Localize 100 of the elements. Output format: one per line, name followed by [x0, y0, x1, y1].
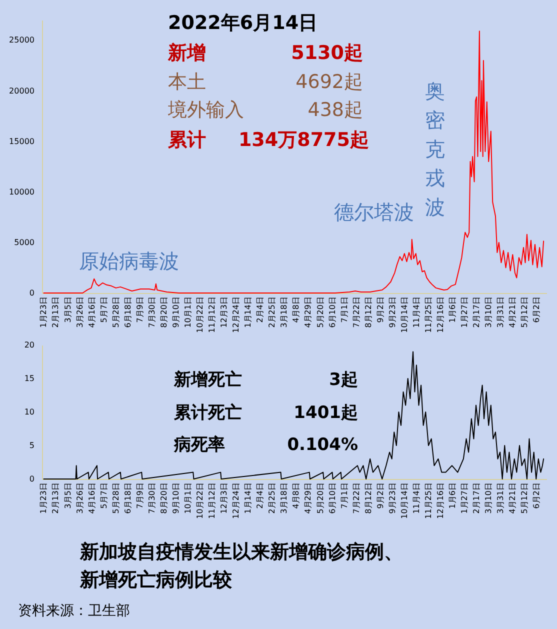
x-tick-label: 11月4日	[412, 482, 421, 514]
annotation: 新增死亡	[173, 370, 242, 390]
text: 资料来源：卫生部	[18, 603, 130, 619]
x-tick-label: 10月14日	[400, 296, 409, 333]
x-tick-label: 10月1日	[184, 482, 193, 514]
x-tick-label: 1月23日	[39, 296, 48, 328]
x-tick-label: 5月12日	[520, 296, 530, 328]
x-tick-label: 3月26日	[75, 296, 84, 328]
x-tick-label: 4月16日	[87, 482, 96, 514]
x-tick-label: 6月10日	[328, 296, 337, 328]
x-tick-label: 2月4日	[256, 296, 265, 323]
x-tick-label: 1月14日	[244, 482, 253, 514]
x-tick-label: 2月4日	[256, 482, 265, 509]
annotation: 3起	[329, 370, 358, 390]
annotation: 本土	[168, 71, 206, 93]
x-tick-label: 7月1日	[340, 296, 349, 323]
x-tick-label: 6月2日	[532, 482, 542, 509]
x-tick-label: 6月18日	[123, 296, 132, 328]
x-tick-label: 3月5日	[63, 482, 72, 509]
x-tick-label: 3月26日	[75, 482, 84, 514]
x-tick-label: 12月16日	[436, 296, 446, 333]
x-tick-label: 9月23日	[388, 482, 397, 514]
x-tick-label: 8月20日	[159, 296, 168, 328]
x-tick-label: 4月21日	[508, 296, 518, 328]
x-tick-label: 2月13日	[51, 296, 60, 328]
x-tick-label: 1月14日	[244, 296, 253, 328]
x-tick-label: 4月8日	[292, 296, 301, 323]
x-tick-label: 7月30日	[147, 296, 156, 328]
x-tick-label: 7月22日	[352, 482, 361, 514]
x-tick-label: 5月28日	[111, 482, 120, 514]
annotation: 2022年6月14日	[168, 12, 318, 34]
annotation: 境外输入	[167, 99, 244, 121]
annotation: 累计死亡	[173, 403, 242, 423]
annotation: 0.104%	[287, 435, 358, 455]
x-tick-label: 5月7日	[99, 482, 108, 509]
x-tick-label: 10月22日	[196, 482, 205, 519]
x-tick-label: 12月16日	[436, 482, 446, 519]
x-tick-label: 10月22日	[196, 296, 205, 333]
x-tick-label: 5月12日	[520, 482, 530, 514]
x-tick-label: 7月30日	[147, 482, 156, 514]
x-tick-label: 3月31日	[496, 296, 506, 328]
x-tick-label: 9月2日	[376, 296, 385, 323]
annotation: 5130起	[291, 42, 363, 64]
x-tick-label: 7月9日	[135, 296, 144, 323]
line-series	[43, 30, 544, 294]
x-tick-label: 6月18日	[123, 482, 132, 514]
x-tick-label: 7月1日	[340, 482, 349, 509]
y-tick-label: 0	[29, 474, 34, 484]
x-tick-label: 8月12日	[364, 296, 373, 328]
annotation: 1401起	[294, 403, 358, 423]
y-tick-label: 20	[24, 340, 34, 350]
x-tick-label: 12月3日	[220, 482, 229, 514]
x-tick-label: 3月5日	[63, 296, 72, 323]
x-tick-label: 5月7日	[99, 296, 108, 323]
x-tick-label: 11月25日	[424, 296, 433, 333]
y-tick-label: 10000	[9, 187, 34, 196]
x-tick-label: 9月10日	[171, 296, 180, 328]
annotation: 奥密克戎波	[425, 79, 445, 219]
x-tick-label: 7月22日	[352, 296, 361, 328]
x-tick-label: 2月17日	[472, 482, 482, 514]
annotation: 438起	[308, 99, 363, 121]
annotation: 德尔塔波	[334, 200, 414, 224]
x-tick-label: 2月25日	[268, 296, 277, 328]
line-series	[43, 351, 544, 480]
text: 新加坡自疫情发生以来新增确诊病例、新增死亡病例比较	[79, 541, 403, 591]
x-tick-label: 11月25日	[424, 482, 433, 519]
y-tick-label: 5000	[14, 238, 34, 247]
x-tick-label: 11月12日	[208, 482, 217, 519]
x-tick-label: 4月16日	[87, 296, 96, 328]
x-tick-label: 5月28日	[111, 296, 120, 328]
x-tick-label: 2月13日	[51, 482, 60, 514]
x-tick-label: 5月20日	[316, 296, 325, 328]
x-tick-label: 9月10日	[171, 482, 180, 514]
x-tick-label: 10月1日	[184, 296, 193, 328]
y-tick-label: 10	[24, 408, 34, 416]
x-tick-label: 6月10日	[328, 482, 337, 514]
x-tick-label: 2月17日	[472, 296, 482, 328]
x-tick-label: 12月3日	[220, 296, 229, 328]
x-tick-label: 3月18日	[280, 296, 289, 328]
x-tick-label: 8月12日	[364, 482, 373, 514]
x-tick-label: 11月4日	[412, 296, 421, 328]
x-tick-label: 1月27日	[460, 482, 470, 514]
x-tick-label: 1月23日	[39, 482, 48, 514]
x-tick-label: 6月2日	[532, 296, 542, 323]
x-tick-label: 4月29日	[304, 296, 313, 328]
annotation: 原始病毒波	[79, 249, 179, 273]
annotation: 新增	[167, 42, 206, 64]
x-tick-label: 1月6日	[448, 296, 458, 323]
y-tick-label: 15000	[9, 136, 34, 146]
x-tick-label: 3月31日	[496, 482, 506, 514]
x-tick-label: 9月23日	[388, 296, 397, 328]
x-tick-label: 12月24日	[232, 296, 241, 333]
x-tick-label: 11月12日	[208, 296, 217, 333]
x-tick-label: 9月2日	[376, 482, 385, 509]
y-tick-label: 20000	[9, 86, 34, 96]
x-tick-label: 4月8日	[292, 482, 301, 509]
x-tick-label: 5月20日	[316, 482, 325, 514]
y-tick-label: 5	[29, 441, 34, 450]
x-tick-label: 3月18日	[280, 482, 289, 514]
y-tick-label: 25000	[9, 36, 34, 45]
